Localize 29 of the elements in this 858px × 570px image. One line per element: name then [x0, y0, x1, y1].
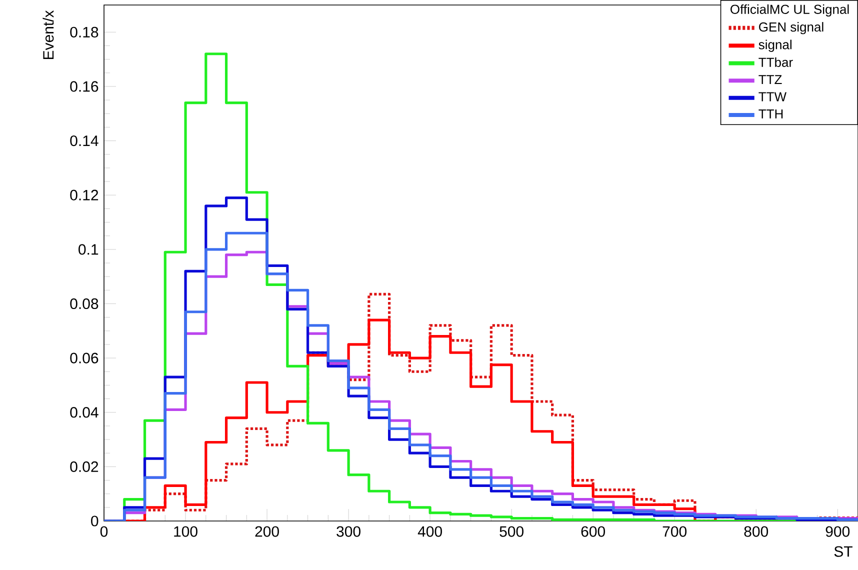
y-tick-label: 0.16 — [70, 81, 98, 92]
legend-label: TTW — [758, 92, 786, 102]
legend-label: TTZ — [758, 75, 782, 84]
x-tick-label: 500 — [500, 526, 524, 537]
y-tick-label: 0.08 — [70, 298, 98, 310]
x-tick-label: 400 — [418, 526, 442, 537]
legend-label: signal — [758, 40, 792, 52]
legend-title: OfficialMC UL Signal — [730, 4, 849, 17]
y-tick-label: 0.12 — [70, 190, 98, 200]
x-tick-label: 900 — [826, 526, 850, 537]
legend-label: GEN signal — [759, 22, 824, 34]
x-tick-label: 800 — [744, 526, 768, 537]
y-axis-title: Event/x — [42, 10, 54, 59]
y-tick-label: 0.14 — [70, 135, 98, 146]
y-tick-label: 0.04 — [70, 407, 98, 418]
y-tick-label: 0.1 — [78, 244, 98, 255]
legend-label: TTbar — [758, 57, 793, 67]
x-tick-label: 300 — [336, 526, 360, 537]
x-axis-title: ST — [834, 546, 852, 557]
legend-label: TTH — [758, 109, 783, 118]
y-tick-label: 0.18 — [70, 26, 98, 38]
y-tick-label: 0.02 — [70, 461, 98, 472]
y-tick-label: 0 — [91, 516, 98, 526]
x-tick-label: 700 — [662, 526, 687, 537]
x-tick-label: 600 — [581, 526, 606, 537]
x-tick-label: 0 — [100, 526, 108, 537]
x-tick-label: 100 — [174, 526, 198, 537]
x-tick-label: 200 — [255, 526, 279, 537]
y-tick-label: 0.06 — [70, 352, 98, 364]
